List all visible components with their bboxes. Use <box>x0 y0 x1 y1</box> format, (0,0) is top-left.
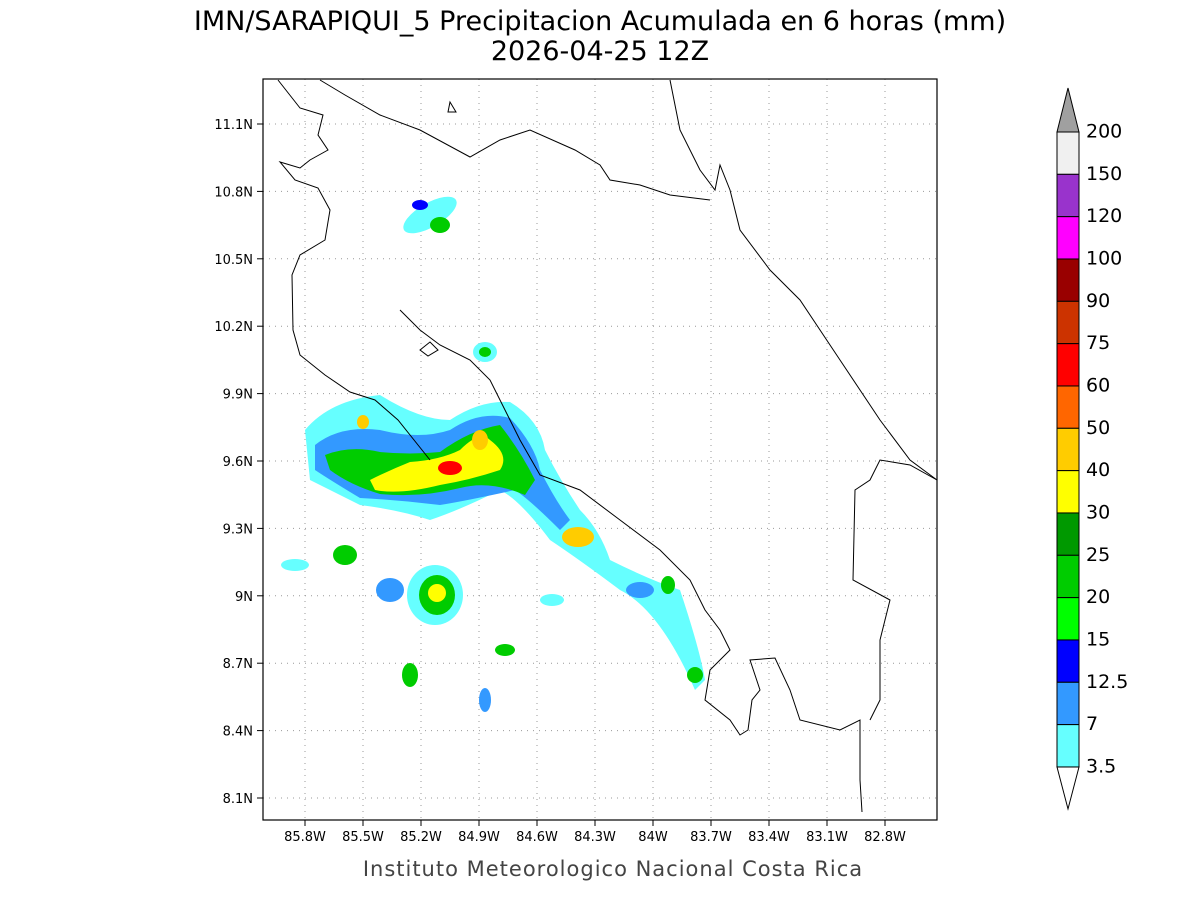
colorbar-box <box>1056 385 1080 429</box>
grid <box>263 79 937 820</box>
lat-label: 10.8N <box>214 185 253 200</box>
lat-label: 10.5N <box>214 253 253 268</box>
lon-label: 84W <box>638 830 668 845</box>
colorbar-label: 7 <box>1086 713 1098 735</box>
colorbar-box <box>1056 173 1080 218</box>
colorbar-label: 12.5 <box>1086 671 1128 693</box>
lon-label: 83.7W <box>690 830 732 845</box>
lat-label: 8.7N <box>223 657 253 672</box>
colorbar-label: 50 <box>1086 417 1110 439</box>
map-frame <box>262 78 938 821</box>
colorbar-box <box>1056 724 1080 768</box>
subtitle: 2026-04-25 12Z <box>491 36 709 67</box>
colorbar-label: 100 <box>1086 247 1122 269</box>
lat-label: 9.9N <box>223 388 253 403</box>
colorbar-label: 60 <box>1086 374 1110 396</box>
lat-label: 9.6N <box>223 455 253 470</box>
colorbar-box <box>1056 258 1080 302</box>
title: IMN/SARAPIQUI_5 Precipitacion Acumulada … <box>194 6 1006 37</box>
colorbar-under <box>1056 766 1080 811</box>
colorbar-box <box>1056 554 1080 599</box>
colorbar: 200 150 120 100 90 75 60 50 40 30 25 20 15 12.5 7 3.5 <box>1056 87 1128 811</box>
colorbar-box <box>1056 639 1080 683</box>
lon-label: 84.9W <box>458 830 500 845</box>
lon-label: 83.4W <box>748 830 790 845</box>
colorbar-box <box>1056 131 1080 175</box>
colorbar-box <box>1056 681 1080 726</box>
colorbar-box <box>1056 597 1080 641</box>
colorbar-label: 120 <box>1086 205 1122 227</box>
lat-label: 10.2N <box>214 320 253 335</box>
colorbar-box <box>1056 512 1080 556</box>
lon-label: 85.5W <box>342 830 384 845</box>
lat-label: 8.1N <box>223 792 253 807</box>
lat-label: 9.3N <box>223 522 253 537</box>
colorbar-box <box>1056 216 1080 260</box>
colorbar-label: 150 <box>1086 163 1122 185</box>
lon-label: 83.1W <box>806 830 848 845</box>
colorbar-label: 75 <box>1086 332 1110 354</box>
colorbar-label: 25 <box>1086 544 1110 566</box>
colorbar-over <box>1056 87 1080 133</box>
lat-label: 9N <box>235 590 253 605</box>
colorbar-label: 90 <box>1086 290 1110 312</box>
colorbar-label: 40 <box>1086 459 1110 481</box>
colorbar-box <box>1056 300 1080 345</box>
colorbar-label: 20 <box>1086 586 1110 608</box>
precipitation <box>281 196 705 712</box>
lat-label: 11.1N <box>214 118 253 133</box>
lon-label: 85.8W <box>284 830 326 845</box>
lon-label: 84.3W <box>574 830 616 845</box>
lon-label: 84.6W <box>516 830 558 845</box>
colorbar-box <box>1056 470 1080 514</box>
colorbar-box <box>1056 343 1080 387</box>
lon-label: 82.8W <box>864 830 906 845</box>
colorbar-label: 15 <box>1086 628 1110 650</box>
colorbar-label: 200 <box>1086 121 1122 143</box>
lon-label: 85.2W <box>400 830 442 845</box>
lat-label: 8.4N <box>223 725 253 740</box>
colorbar-label: 3.5 <box>1086 755 1116 777</box>
footer: Instituto Meteorologico Nacional Costa R… <box>363 857 863 881</box>
colorbar-label: 30 <box>1086 501 1110 523</box>
colorbar-box <box>1056 427 1080 472</box>
coastlines <box>277 79 938 813</box>
